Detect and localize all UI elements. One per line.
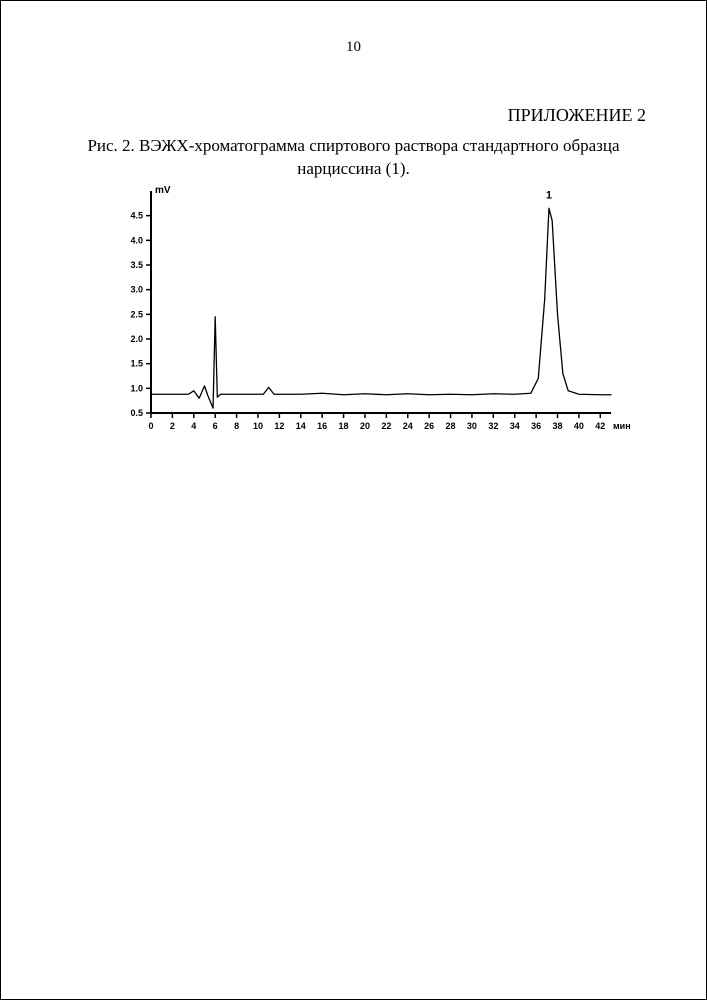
svg-text:1.5: 1.5 [130, 359, 143, 369]
svg-text:12: 12 [274, 421, 284, 431]
page-number: 10 [1, 39, 706, 56]
svg-text:18: 18 [339, 421, 349, 431]
svg-text:40: 40 [574, 421, 584, 431]
svg-text:36: 36 [531, 421, 541, 431]
svg-text:28: 28 [446, 421, 456, 431]
svg-text:10: 10 [253, 421, 263, 431]
svg-text:24: 24 [403, 421, 413, 431]
svg-text:42: 42 [595, 421, 605, 431]
svg-text:мин: мин [613, 421, 631, 431]
svg-text:2.5: 2.5 [130, 309, 143, 319]
svg-text:14: 14 [296, 421, 306, 431]
svg-text:22: 22 [381, 421, 391, 431]
svg-text:3.0: 3.0 [130, 285, 143, 295]
svg-text:2: 2 [170, 421, 175, 431]
svg-text:1.0: 1.0 [130, 383, 143, 393]
svg-text:4.5: 4.5 [130, 211, 143, 221]
svg-text:2.0: 2.0 [130, 334, 143, 344]
svg-text:4.0: 4.0 [130, 235, 143, 245]
caption-line-2: нарциссина (1). [297, 159, 410, 178]
svg-text:26: 26 [424, 421, 434, 431]
svg-text:0: 0 [148, 421, 153, 431]
page: 10 ПРИЛОЖЕНИЕ 2 Рис. 2. ВЭЖХ-хроматограм… [0, 0, 707, 1000]
svg-text:16: 16 [317, 421, 327, 431]
caption-line-1: Рис. 2. ВЭЖХ-хроматограмма спиртового ра… [87, 136, 619, 155]
svg-text:6: 6 [213, 421, 218, 431]
svg-text:mV: mV [155, 185, 171, 196]
svg-text:34: 34 [510, 421, 520, 431]
svg-text:8: 8 [234, 421, 239, 431]
svg-text:3.5: 3.5 [130, 260, 143, 270]
svg-text:20: 20 [360, 421, 370, 431]
svg-text:1: 1 [546, 189, 552, 201]
svg-text:0.5: 0.5 [130, 408, 143, 418]
svg-text:38: 38 [553, 421, 563, 431]
appendix-label: ПРИЛОЖЕНИЕ 2 [508, 105, 646, 126]
svg-text:30: 30 [467, 421, 477, 431]
chromatogram-chart: 0.51.01.52.02.53.03.54.04.5mV02468101214… [106, 181, 641, 441]
figure-caption: Рис. 2. ВЭЖХ-хроматограмма спиртового ра… [61, 135, 646, 181]
svg-text:4: 4 [191, 421, 196, 431]
svg-text:32: 32 [488, 421, 498, 431]
